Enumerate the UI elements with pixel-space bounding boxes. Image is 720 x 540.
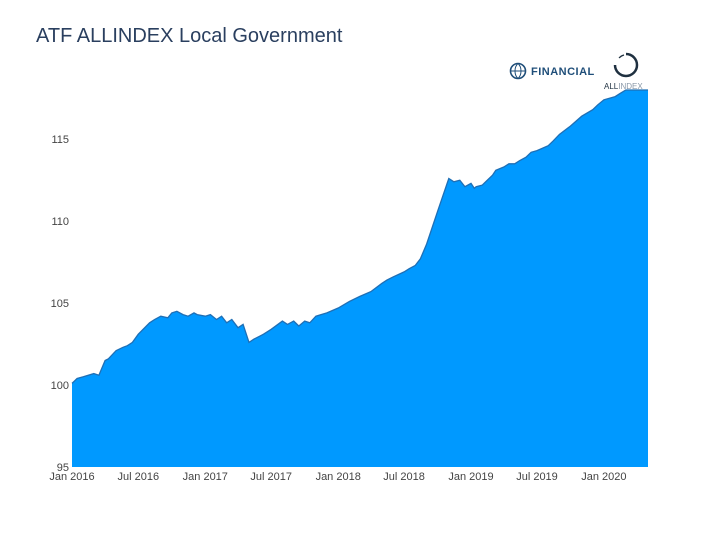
y-tick-label: 105 xyxy=(51,298,69,310)
y-tick-label: 115 xyxy=(51,134,69,146)
x-tick-label: Jul 2018 xyxy=(383,471,425,483)
y-axis: 95 100 105 110 115 xyxy=(51,134,69,474)
y-tick-label: 110 xyxy=(51,216,69,228)
x-tick-label: Jul 2019 xyxy=(516,471,558,483)
globe-icon xyxy=(509,62,527,80)
brand-financial: FINANCIAL xyxy=(531,66,595,78)
plot-area[interactable] xyxy=(71,89,648,467)
ring-icon xyxy=(613,52,639,78)
x-axis: Jan 2016 Jul 2016 Jan 2017 Jul 2017 Jan 2018… xyxy=(49,471,626,483)
financial-logo: FINANCIAL xyxy=(509,62,595,80)
allindex-logo: ALLINDEX xyxy=(604,52,643,91)
brand-allindex: ALLINDEX xyxy=(604,82,643,91)
chart-title: ATF ALLINDEX Local Government xyxy=(36,25,343,47)
series-line[interactable] xyxy=(71,89,648,384)
series-area[interactable] xyxy=(72,90,648,467)
x-tick-label: Jul 2016 xyxy=(118,471,160,483)
x-tick-label: Jul 2017 xyxy=(250,471,292,483)
x-tick-label: Jan 2019 xyxy=(448,471,493,483)
x-tick-label: Jan 2016 xyxy=(49,471,94,483)
x-tick-label: Jan 2020 xyxy=(581,471,626,483)
x-tick-label: Jan 2018 xyxy=(316,471,361,483)
x-tick-label: Jan 2017 xyxy=(183,471,228,483)
y-tick-label: 95 xyxy=(57,462,69,474)
y-tick-label: 100 xyxy=(51,380,69,392)
